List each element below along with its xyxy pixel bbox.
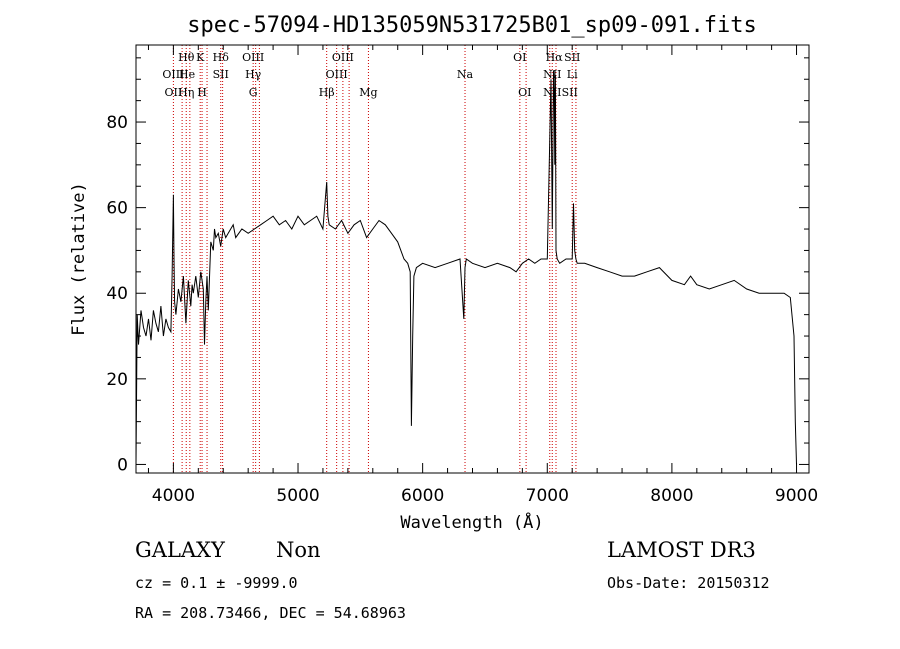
y-axis-ticks: 0 20 40 60 80 [106, 57, 809, 475]
line-label: SII [564, 51, 580, 64]
line-label: Hη [178, 86, 194, 99]
survey-name: LAMOST DR3 [607, 538, 756, 562]
line-label: NII [543, 86, 561, 99]
spectrum-line [135, 70, 797, 465]
x-tick-label: 8000 [650, 486, 693, 506]
coordinates: RA = 208.73466, DEC = 54.68963 [135, 604, 406, 622]
y-tick-label: 20 [106, 370, 128, 390]
y-tick-label: 60 [106, 199, 128, 219]
y-axis-label: Flux (relative) [69, 182, 89, 336]
x-axis-label: Wavelength (Å) [400, 511, 543, 533]
line-label: Hα [546, 51, 564, 64]
object-class: GALAXY [135, 538, 225, 562]
line-labels: OII OIII Hθ Hη HeK H Hδ SII OIII Hγ G Hβ OIII OIII Mg N… [162, 51, 580, 99]
x-tick-label: 5000 [276, 486, 319, 506]
line-markers [172, 45, 577, 473]
line-label: OI [518, 86, 531, 99]
line-label: OIII [326, 68, 348, 81]
y-tick-label: 40 [106, 284, 128, 304]
line-label: OIII [162, 68, 184, 81]
line-label: H [197, 86, 207, 99]
y-tick-label: 0 [117, 455, 128, 475]
line-label: K [196, 51, 205, 64]
line-label: SII [213, 68, 229, 81]
line-label: Hδ [213, 51, 230, 64]
line-label: NII [543, 68, 561, 81]
line-label: Hβ [319, 86, 335, 99]
x-tick-label: 9000 [775, 486, 818, 506]
x-tick-label: 6000 [401, 486, 444, 506]
line-label: Hγ [245, 68, 262, 81]
plot-frame [135, 44, 810, 474]
line-label: Mg [359, 86, 377, 99]
line-label: OI [513, 51, 526, 64]
line-label: He [179, 68, 195, 81]
line-label: G [249, 86, 258, 99]
redshift-text: cz = 0.1 ± -9999.0 [135, 574, 298, 592]
line-label: Na [457, 68, 474, 81]
line-label: OII [165, 86, 183, 99]
line-label: Li [567, 68, 578, 81]
line-label: OIII [242, 51, 264, 64]
line-label: SII [562, 86, 578, 99]
object-subclass: Non [276, 538, 321, 562]
x-tick-label: 4000 [152, 486, 195, 506]
x-axis-ticks: 4000 5000 6000 7000 8000 9000 [147, 45, 818, 506]
obs-date: Obs-Date: 20150312 [607, 574, 770, 592]
y-tick-label: 80 [106, 113, 128, 133]
chart-title: spec-57094-HD135059N531725B01_sp09-091.f… [187, 13, 757, 38]
line-label: OIII [332, 51, 354, 64]
line-label: Hθ [178, 51, 195, 64]
x-tick-label: 7000 [526, 486, 569, 506]
